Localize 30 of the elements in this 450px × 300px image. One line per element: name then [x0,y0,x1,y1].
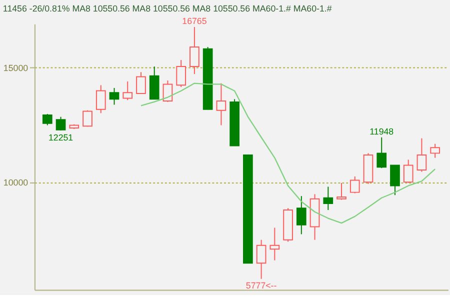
candlestick [430,143,440,158]
candlestick [149,66,160,100]
candlestick [296,196,306,235]
candlestick [136,72,146,94]
candlestick [42,114,52,126]
y-tick-label: 10000 [3,178,28,188]
candlestick [82,110,92,128]
candlestick [390,164,400,196]
line-series [140,82,436,224]
annotation: 12251 [48,132,74,142]
candlestick [323,186,334,210]
candlestick [376,136,387,169]
candlestick [56,116,66,131]
candlestick [96,84,106,114]
annotation: 5777<-- [246,280,277,291]
candlestick [416,138,427,172]
annotation: 16765 [182,16,207,26]
candlestick [216,82,226,126]
candlestick [176,60,186,88]
candlestick [122,80,133,101]
text: 11456 -26/0.81% MA8 10550.56 MA8 10550.56 MA8 10550.56 MA60-1.# MA60-1.# [2,3,332,14]
candlestick [270,227,280,261]
y-tick-label: 15000 [3,62,28,73]
candlestick [336,182,346,200]
candlestick [109,87,120,106]
annotation: 11948 [370,126,394,136]
candlestick [350,176,360,194]
candlestick [403,159,414,184]
candlestick [256,239,266,280]
candlestick [190,26,200,74]
